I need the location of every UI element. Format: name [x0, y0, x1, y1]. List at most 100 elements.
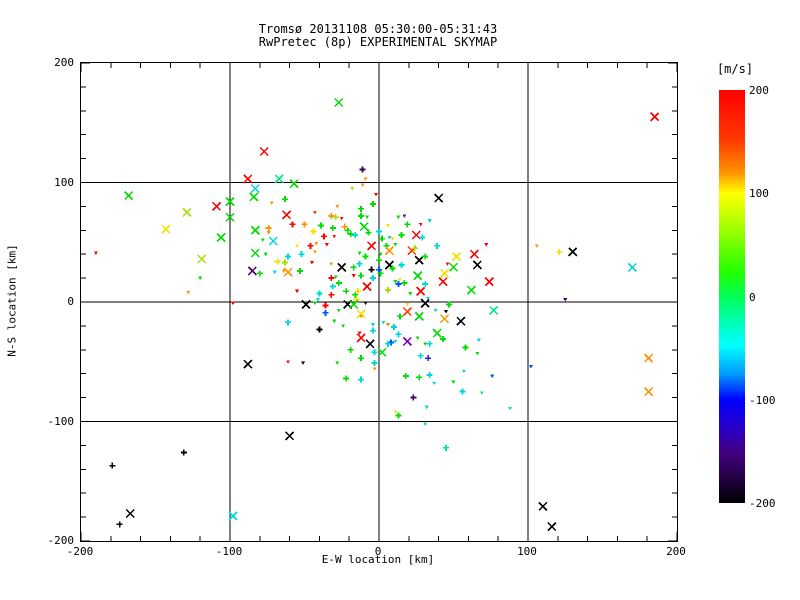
data-point-marker [359, 314, 364, 319]
data-point-marker [295, 289, 300, 294]
data-point-marker [282, 196, 289, 203]
data-point-marker [283, 267, 293, 277]
data-point-marker [366, 241, 377, 251]
data-point-marker [365, 229, 372, 236]
data-point-marker [320, 233, 327, 240]
data-point-marker [443, 444, 450, 451]
data-point-marker [490, 374, 495, 379]
x-tick-label: 200 [666, 545, 686, 558]
data-point-marker [528, 365, 533, 369]
data-point-marker [282, 210, 292, 220]
data-point-marker [402, 373, 409, 380]
data-point-marker [417, 352, 424, 359]
data-point-marker [268, 236, 278, 246]
data-point-marker [378, 235, 385, 242]
data-point-marker [358, 355, 365, 362]
data-point-marker [395, 281, 402, 288]
data-point-marker [389, 265, 396, 272]
data-point-marker [310, 228, 317, 235]
data-point-marker [408, 292, 413, 296]
data-point-marker [334, 97, 344, 108]
data-point-marker [328, 275, 335, 282]
data-point-marker [416, 286, 426, 296]
data-point-marker [484, 277, 494, 287]
data-point-marker [332, 234, 337, 239]
data-point-marker [370, 327, 377, 334]
data-point-marker [322, 309, 329, 316]
data-point-marker [419, 234, 426, 241]
data-point-marker [427, 219, 432, 223]
data-point-marker [422, 253, 429, 260]
data-point-marker [256, 270, 263, 277]
data-point-marker [398, 232, 405, 239]
data-point-marker [459, 388, 466, 395]
data-point-marker [301, 221, 308, 228]
data-point-marker [362, 281, 372, 292]
data-point-marker [309, 261, 314, 265]
data-point-marker [438, 277, 448, 287]
data-point-marker [301, 299, 311, 309]
data-point-marker [650, 112, 660, 122]
data-point-marker [359, 222, 369, 232]
data-point-marker [432, 381, 437, 386]
data-point-marker [420, 298, 430, 308]
x-axis-label: E-W location [km] [321, 553, 435, 566]
data-point-marker [563, 298, 568, 302]
data-point-marker [547, 522, 557, 532]
data-point-marker [508, 406, 513, 411]
data-point-marker [285, 319, 292, 326]
data-point-marker [250, 183, 260, 194]
data-point-marker [350, 264, 357, 271]
data-point-marker [644, 353, 654, 363]
data-point-marker [335, 279, 342, 286]
data-point-marker [384, 246, 394, 256]
data-point-marker [415, 336, 420, 340]
data-point-marker [393, 410, 398, 414]
data-point-marker [332, 319, 337, 324]
data-point-marker [423, 422, 428, 426]
data-point-marker [301, 361, 306, 365]
data-point-marker [109, 462, 116, 469]
data-point-marker [343, 375, 350, 382]
data-point-marker [365, 339, 375, 349]
chart-subtitle: RwPretec (8p) EXPERIMENTAL SKYMAP [258, 35, 498, 49]
data-point-marker [439, 314, 450, 324]
data-point-marker [370, 201, 377, 208]
data-point-marker [265, 224, 272, 231]
data-point-marker [476, 338, 481, 343]
data-point-marker [371, 323, 376, 327]
data-point-marker [335, 204, 340, 209]
data-point-marker [356, 309, 366, 319]
y-tick-label: 100 [54, 175, 74, 189]
data-point-marker [316, 290, 323, 297]
data-point-marker [333, 275, 338, 279]
data-point-marker [312, 250, 317, 254]
data-point-marker [225, 197, 235, 207]
data-point-marker [423, 342, 428, 346]
data-point-marker [282, 259, 289, 266]
data-point-marker [414, 311, 424, 321]
data-point-marker [402, 336, 412, 347]
data-point-marker [216, 232, 226, 243]
data-point-marker [384, 340, 391, 347]
data-point-marker [396, 215, 401, 220]
data-point-marker [418, 222, 423, 227]
data-point-marker [466, 285, 476, 295]
x-tick-label: 100 [517, 545, 537, 558]
data-point-marker [410, 394, 417, 401]
data-point-marker [397, 277, 402, 282]
data-point-marker [439, 268, 450, 278]
data-point-marker [329, 224, 336, 231]
data-point-marker [489, 305, 499, 315]
data-point-marker [411, 245, 418, 252]
data-point-marker [260, 238, 265, 242]
data-point-marker [432, 328, 442, 338]
data-point-marker [274, 258, 281, 265]
data-point-marker [314, 241, 319, 246]
data-point-marker [297, 267, 304, 274]
data-point-marker [444, 310, 449, 314]
data-point-marker [243, 359, 253, 369]
data-point-marker [451, 380, 456, 385]
data-point-marker [247, 266, 257, 276]
